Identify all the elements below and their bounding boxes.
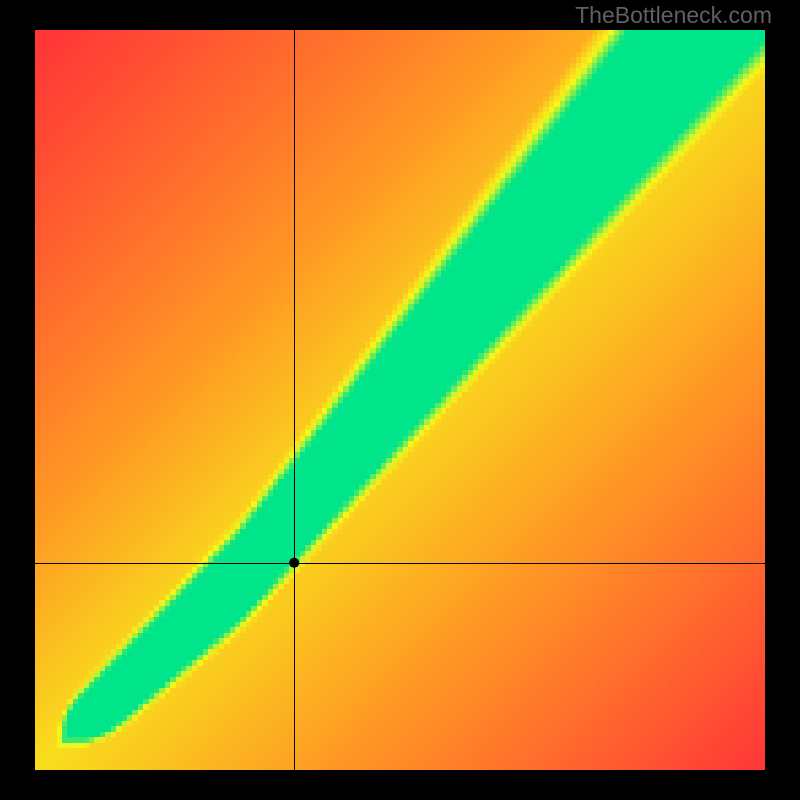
chart-container: TheBottleneck.com [0,0,800,800]
bottleneck-heatmap [35,30,765,770]
watermark-text: TheBottleneck.com [575,2,772,29]
